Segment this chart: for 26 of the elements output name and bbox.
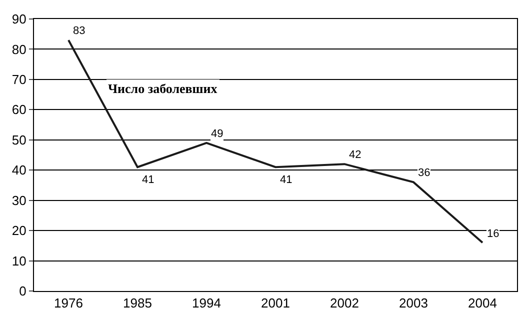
x-tick-label: 2002	[330, 296, 359, 311]
y-tick-label: 20	[12, 223, 26, 238]
y-tick-label: 30	[12, 192, 26, 208]
x-tick-label: 2004	[468, 296, 497, 311]
data-label: 36	[418, 167, 430, 179]
annotation: Число заболевших	[108, 81, 218, 96]
x-tick-label: 1976	[54, 296, 83, 311]
data-label: 83	[73, 25, 86, 37]
y-tick-label: 70	[12, 72, 26, 87]
y-tick-label: 90	[12, 12, 26, 27]
y-tick-label: 0	[19, 284, 26, 299]
x-tick-label: 1985	[123, 296, 152, 311]
y-tick-label: 60	[12, 102, 26, 118]
data-label: 49	[211, 128, 224, 140]
data-label: 42	[349, 149, 362, 161]
line-series	[68, 39, 484, 244]
y-tick-label: 50	[12, 132, 26, 148]
data-label: 16	[487, 228, 500, 240]
data-label: 41	[280, 174, 292, 186]
y-tick-label: 10	[12, 253, 26, 268]
y-tick-label: 40	[12, 162, 26, 178]
y-tick-label: 80	[12, 42, 26, 57]
x-tick-label: 2003	[399, 296, 428, 311]
x-tick-label: 1994	[192, 296, 221, 311]
x-tick-label: 2001	[261, 296, 290, 311]
data-label: 41	[142, 174, 154, 186]
